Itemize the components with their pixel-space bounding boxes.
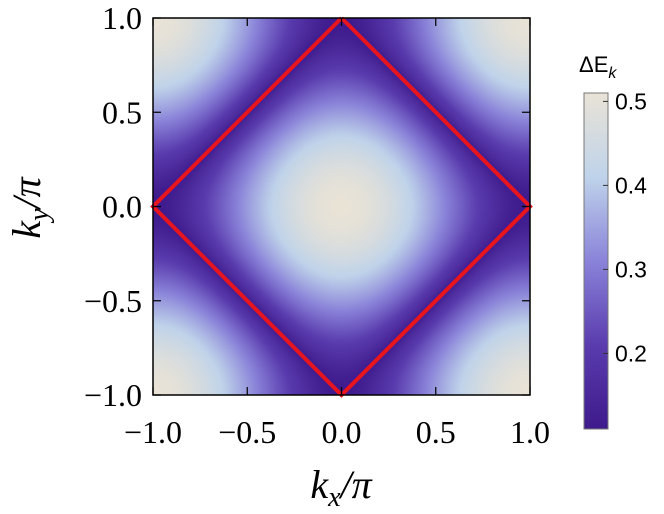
- x-axis-label-rest: /π: [339, 462, 373, 507]
- y-tick-label: 0.0: [102, 189, 142, 225]
- x-tick-label: 0.5: [416, 414, 456, 450]
- x-tick-label: −1.0: [124, 414, 182, 450]
- colorbar-title-sub: k: [608, 65, 617, 82]
- x-axis-ticks: −1.0 −0.5 0.0 0.5 1.0: [124, 18, 550, 450]
- heatmap-layer: [153, 18, 530, 395]
- y-axis-label: ky/π: [4, 176, 55, 238]
- x-tick-label: −0.5: [218, 414, 276, 450]
- colorbar: [583, 92, 609, 430]
- y-axis-label-sub: y: [24, 208, 55, 224]
- x-tick-label: 0.0: [322, 414, 362, 450]
- colorbar-ticks: 0.2 0.3 0.4 0.5: [603, 88, 647, 366]
- y-axis-label-rest: /π: [4, 176, 49, 210]
- colorbar-tick-label: 0.3: [615, 256, 647, 282]
- y-tick-label: −1.0: [84, 377, 142, 413]
- colorbar-title: ΔEk: [579, 52, 617, 82]
- x-tick-label: 1.0: [510, 414, 550, 450]
- y-tick-label: 1.0: [102, 0, 142, 36]
- x-axis-label: kx/π: [310, 462, 372, 513]
- y-axis-ticks: −1.0 −0.5 0.0 0.5 1.0: [84, 0, 530, 413]
- colorbar-tick-label: 0.4: [615, 172, 647, 198]
- y-tick-label: 0.5: [102, 94, 142, 130]
- colorbar-tick-label: 0.5: [615, 88, 647, 114]
- y-axis-label-main: k: [4, 220, 49, 239]
- colorbar-title-main: ΔE: [579, 52, 608, 77]
- colorbar-tick-label: 0.2: [615, 340, 647, 366]
- heatmap-image: [153, 18, 530, 395]
- x-axis-label-sub: x: [327, 482, 341, 513]
- x-axis-label-main: k: [310, 462, 329, 507]
- y-tick-label: −0.5: [84, 283, 142, 319]
